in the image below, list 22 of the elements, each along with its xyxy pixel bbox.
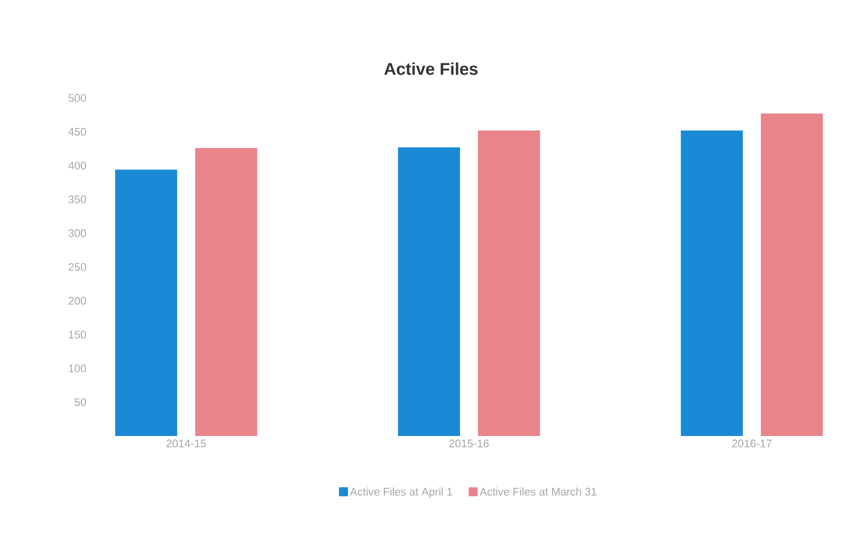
- x-tick-label: 2016-17: [732, 440, 772, 448]
- y-tick-label: 450: [68, 128, 86, 136]
- legend-label: Active Files at April 1: [350, 488, 452, 498]
- bar: [398, 147, 460, 436]
- bar: [195, 148, 258, 436]
- y-tick-label: 250: [68, 263, 86, 271]
- y-tick-label: 400: [68, 162, 86, 170]
- y-tick-label: 300: [68, 229, 86, 238]
- bar: [115, 170, 178, 436]
- y-tick-label: 50: [74, 398, 86, 406]
- bar: [760, 114, 823, 436]
- chart-title: Active Files: [384, 62, 478, 75]
- x-tick-label: 2015-16: [449, 440, 489, 448]
- legend-label: Active Files at March 31: [480, 488, 596, 496]
- bar: [478, 130, 540, 436]
- y-tick-label: 500: [68, 94, 86, 102]
- y-tick-label: 200: [68, 296, 86, 305]
- y-tick-label: 100: [68, 364, 86, 372]
- bar: [680, 130, 743, 436]
- y-tick-label: 150: [68, 330, 86, 338]
- x-tick-label: 2014-15: [166, 440, 206, 448]
- y-tick-label: 350: [68, 196, 86, 204]
